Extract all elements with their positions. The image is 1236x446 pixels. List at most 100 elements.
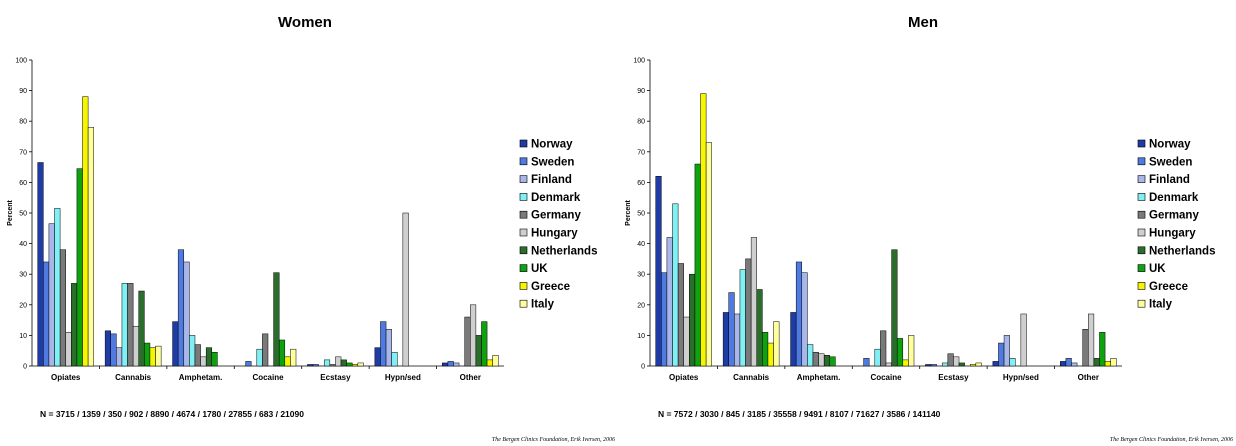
men-bar-hungary-5 <box>1020 313 1027 367</box>
women-bar-denmark-1 <box>121 283 128 367</box>
women-bar-hungary-4 <box>335 356 342 367</box>
men-bar-germany-3 <box>880 330 887 367</box>
men-legend-label-uk: UK <box>1149 263 1166 275</box>
women-bar-netherlands-4 <box>340 359 347 367</box>
women-legend-swatch-italy <box>519 299 528 308</box>
men-bar-germany-2 <box>812 351 819 367</box>
women-x-tick-label: Ecstasy <box>320 373 351 382</box>
men-bar-denmark-4 <box>941 362 949 367</box>
men-bar-uk-6 <box>1099 332 1106 367</box>
women-bar-sweden-5 <box>380 321 387 367</box>
women-x-tick-label: Cannabis <box>115 373 152 382</box>
women-bar-denmark-2 <box>189 335 196 367</box>
men-legend-swatch-denmark <box>1137 193 1146 201</box>
men-sample-sizes-note: N = 7572 / 3030 / 845 / 3185 / 35558 / 9… <box>658 409 941 419</box>
women-legend-label-sweden: Sweden <box>531 156 574 168</box>
men-legend-label-germany: Germany <box>1149 210 1199 222</box>
men-chart: Men Percent 0 10 20 30 40 50 60 70 80 90 100 Opiates C… <box>625 14 1233 443</box>
men-x-tick-label: Amphetam. <box>797 373 841 382</box>
men-bar-uk-0 <box>694 163 701 367</box>
men-bar-uk-3 <box>896 338 904 367</box>
men-bar-finland-1 <box>734 313 741 367</box>
women-x-tick-label: Cocaine <box>252 373 284 382</box>
men-x-tick-label: Opiates <box>669 373 699 382</box>
women-bar-italy-4 <box>357 362 364 367</box>
men-legend-swatch-finland <box>1137 175 1146 183</box>
women-legend-label-germany: Germany <box>531 210 581 222</box>
men-bar-sweden-6 <box>1065 358 1072 367</box>
women-bar-finland-0 <box>48 223 55 367</box>
men-bar-italy-3 <box>908 335 915 367</box>
women-bar-italy-3 <box>290 348 297 367</box>
men-bar-denmark-1 <box>739 269 746 367</box>
women-bar-uk-2 <box>211 351 218 367</box>
women-legend-swatch-finland <box>519 175 528 183</box>
women-y-tick-label: 20 <box>19 302 27 309</box>
women-legend-label-italy: Italy <box>531 299 555 311</box>
women-bar-hungary-6 <box>470 304 477 367</box>
men-y-tick-label: 40 <box>637 241 645 248</box>
women-y-tick-label: 0 <box>23 364 27 371</box>
men-y-tick-label: 60 <box>637 180 645 187</box>
women-y-tick-label: 50 <box>19 211 27 218</box>
men-bar-germany-6 <box>1082 329 1089 367</box>
men-y-tick-label: 70 <box>637 149 645 156</box>
men-y-axis-label: Percent <box>625 199 632 225</box>
women-bar-uk-6 <box>481 321 488 367</box>
men-bar-hungary-2 <box>818 353 825 367</box>
men-y-tick-label: 90 <box>637 88 645 95</box>
men-bar-germany-0 <box>677 263 684 367</box>
women-bar-hungary-1 <box>132 325 139 367</box>
women-y-tick-label: 90 <box>19 88 27 95</box>
women-bar-italy-1 <box>155 345 162 367</box>
men-legend-label-norway: Norway <box>1149 139 1191 151</box>
men-bar-italy-1 <box>773 321 780 367</box>
men-bar-sweden-2 <box>795 261 803 367</box>
men-x-tick-label: Cocaine <box>870 373 902 382</box>
men-bar-italy-6 <box>1110 358 1117 367</box>
men-bar-hungary-1 <box>750 237 757 367</box>
women-bar-finland-6 <box>453 362 460 367</box>
women-bar-germany-2 <box>194 344 201 367</box>
men-bar-denmark-0 <box>672 203 679 367</box>
men-bar-netherlands-4 <box>958 362 965 367</box>
men-bar-sweden-0 <box>661 272 668 367</box>
women-legend-label-hungary: Hungary <box>531 228 578 240</box>
women-bar-greece-3 <box>284 356 291 367</box>
women-bar-greece-4 <box>351 364 359 367</box>
men-bar-sweden-1 <box>728 292 735 367</box>
women-y-tick-label: 100 <box>15 58 27 65</box>
women-credit-text: The Bergen Clinics Foundation, Erik Iver… <box>492 437 615 443</box>
men-bar-norway-4 <box>925 364 932 367</box>
women-bar-netherlands-1 <box>138 290 145 367</box>
women-y-axis-label: Percent <box>7 199 14 225</box>
men-bar-denmark-5 <box>1009 358 1016 367</box>
men-bar-uk-1 <box>762 332 769 367</box>
men-bar-netherlands-1 <box>756 289 763 367</box>
women-bar-sweden-0 <box>43 261 50 367</box>
men-x-tick-label: Other <box>1078 373 1099 382</box>
men-bar-italy-4 <box>975 362 982 367</box>
men-bar-netherlands-2 <box>823 355 831 367</box>
men-bar-germany-1 <box>745 258 752 367</box>
men-bar-norway-1 <box>722 312 729 367</box>
women-legend-label-denmark: Denmark <box>531 192 581 204</box>
women-bar-germany-1 <box>127 283 134 367</box>
women-bar-norway-6 <box>442 362 449 367</box>
women-legend-swatch-greece <box>519 282 528 290</box>
men-x-tick-label: Hypn/sed <box>1003 373 1039 382</box>
men-legend-swatch-sweden <box>1137 157 1146 166</box>
women-legend-swatch-uk <box>519 264 528 272</box>
women-x-tick-label: Hypn/sed <box>385 373 421 382</box>
women-x-tick-label: Other <box>460 373 481 382</box>
men-bar-hungary-4 <box>953 356 960 367</box>
women-bar-denmark-0 <box>54 208 61 367</box>
women-y-tick-label: 60 <box>19 180 27 187</box>
men-bar-sweden-3 <box>863 358 870 367</box>
women-bar-germany-0 <box>59 249 66 367</box>
men-legend-swatch-italy <box>1137 299 1146 308</box>
men-bar-greece-4 <box>969 364 977 367</box>
men-bar-hungary-0 <box>683 316 690 367</box>
men-bar-hungary-6 <box>1088 313 1095 367</box>
women-bar-norway-0 <box>37 162 44 367</box>
